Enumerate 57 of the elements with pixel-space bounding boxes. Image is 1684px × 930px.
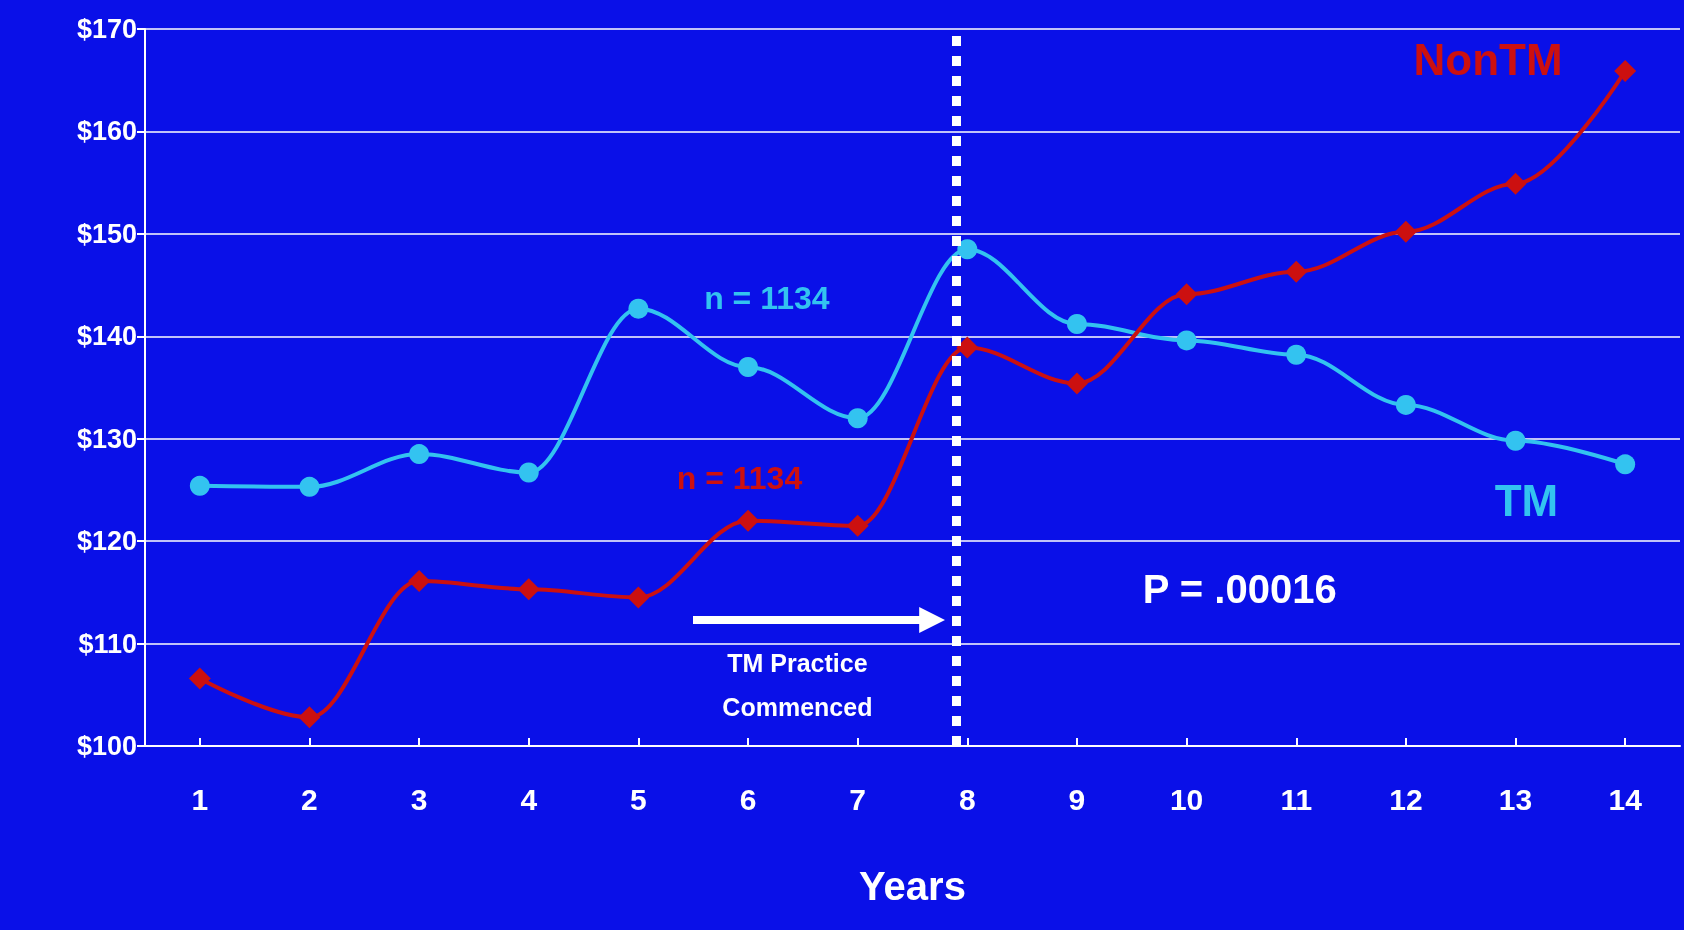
point [847, 408, 868, 429]
point [188, 667, 211, 690]
x-tick-label: 1 [191, 782, 209, 816]
point [518, 462, 539, 483]
y-tick-label: $150 [76, 218, 137, 249]
x-tick-label: 12 [1389, 782, 1423, 816]
x-tick-label: 5 [630, 782, 647, 816]
point [408, 570, 431, 593]
point [1615, 454, 1636, 475]
point [627, 586, 650, 609]
x-tick-label: 3 [410, 782, 428, 816]
point [1285, 260, 1308, 283]
x-tick-label: 8 [958, 782, 976, 816]
point [189, 475, 210, 496]
point [1066, 314, 1087, 334]
y-tick-label: $130 [76, 423, 137, 454]
point [738, 357, 759, 378]
y-tick-label: $140 [76, 321, 137, 352]
x-tick-label: 9 [1068, 782, 1086, 816]
point [299, 476, 320, 497]
point [409, 444, 430, 465]
point [1394, 220, 1417, 243]
series-label: TM [1494, 475, 1559, 525]
point [1505, 430, 1526, 451]
point [956, 336, 979, 359]
point [957, 239, 978, 260]
point [1395, 394, 1416, 415]
x-tick-label: 7 [849, 782, 867, 816]
series-label: NonTM [1413, 35, 1563, 85]
y-tick-label: $110 [78, 628, 137, 659]
point [1614, 60, 1637, 82]
point [1175, 283, 1198, 306]
y-tick-label: $100 [76, 731, 137, 761]
point [628, 298, 649, 319]
annotation: TM Practice Commenced [722, 648, 873, 721]
y-tick-label: $170 [76, 14, 137, 44]
x-tick-label: 2 [301, 782, 318, 816]
point [1176, 330, 1197, 351]
x-tick-label: 4 [520, 782, 538, 816]
x-tick-label: 11 [1280, 782, 1313, 816]
point [1286, 344, 1307, 365]
point [298, 706, 321, 729]
y-tick-label: $120 [76, 526, 137, 557]
x-tick-label: 13 [1498, 782, 1533, 816]
point [737, 509, 760, 532]
annotation: n = 1134 [676, 459, 803, 496]
point [1504, 172, 1527, 195]
point [846, 514, 869, 537]
x-axis-title: Years [859, 864, 966, 908]
x-tick-label: 6 [739, 782, 757, 816]
x-tick-label: 10 [1169, 782, 1204, 816]
annotation: P = .00016 [1142, 567, 1337, 612]
point [1065, 372, 1088, 395]
y-tick-label: $160 [76, 116, 137, 147]
x-tick-label: 14 [1608, 782, 1643, 816]
point [517, 578, 540, 601]
annotation: n = 1134 [704, 280, 830, 317]
